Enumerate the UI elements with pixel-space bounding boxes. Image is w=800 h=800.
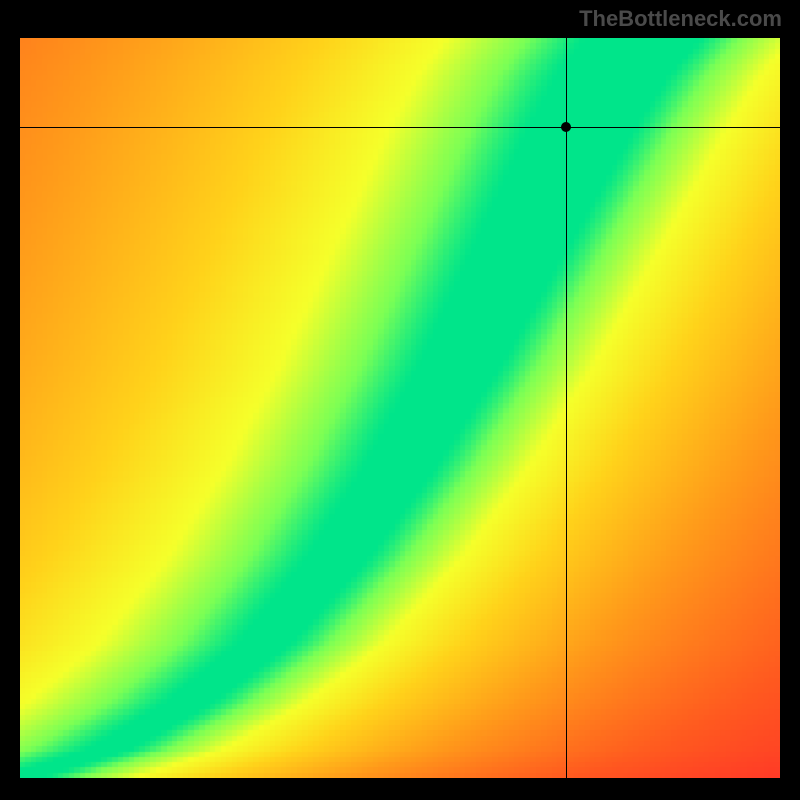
crosshair-vertical (566, 38, 567, 778)
heatmap-canvas (20, 38, 780, 778)
crosshair-marker (561, 122, 571, 132)
watermark-text: TheBottleneck.com (579, 6, 782, 32)
heatmap-chart (20, 38, 780, 778)
crosshair-horizontal (20, 127, 780, 128)
